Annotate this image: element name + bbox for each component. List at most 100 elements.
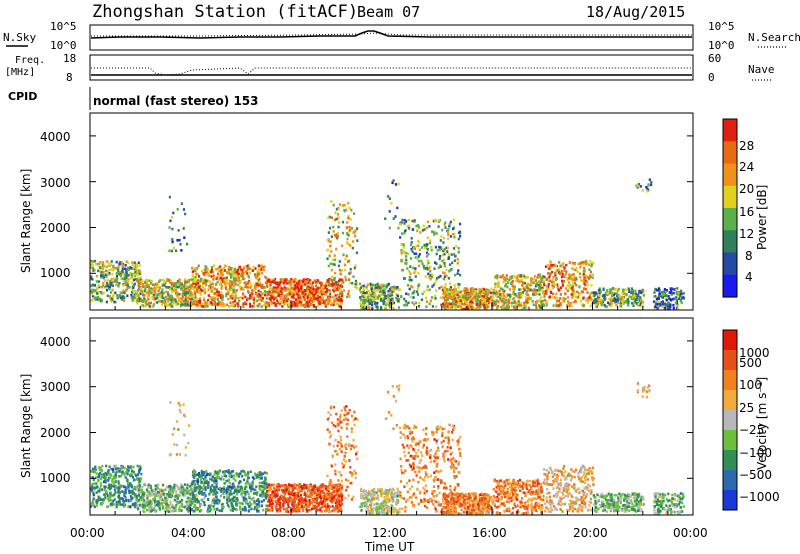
power-cell [381, 297, 385, 300]
power-cell [619, 298, 622, 301]
power-cell [293, 303, 296, 307]
power-cell [664, 297, 667, 300]
power-cell [484, 298, 487, 302]
power-cell [147, 285, 151, 289]
velocity-cell [176, 486, 179, 489]
power-cell [337, 207, 340, 210]
power-cell [477, 306, 480, 310]
power-cell [102, 275, 105, 279]
power-cell [237, 304, 240, 308]
power-cell [170, 283, 174, 287]
power-cell [238, 265, 241, 269]
velocity-cell [198, 509, 202, 513]
power-cell [283, 287, 286, 291]
power-colorbar-segment [723, 252, 737, 276]
power-cell [446, 246, 450, 250]
power-cell [446, 291, 449, 294]
power-cell [234, 297, 237, 300]
velocity-cell [235, 508, 238, 512]
power-cell [263, 285, 266, 289]
power-cell [356, 227, 359, 230]
power-cell [138, 272, 141, 275]
velocity-cell [110, 483, 113, 487]
power-cell [544, 265, 548, 268]
power-cell [184, 212, 187, 216]
power-cell [438, 218, 441, 222]
power-cell [574, 279, 577, 282]
power-cell [674, 301, 677, 305]
velocity-cell [205, 481, 208, 485]
power-cell [335, 207, 338, 211]
power-cell [379, 286, 382, 290]
power-cell [353, 266, 356, 270]
power-cell [351, 240, 355, 243]
power-cell [143, 281, 147, 284]
power-cell [325, 288, 328, 291]
power-cell [196, 288, 199, 291]
power-cell [305, 287, 308, 291]
power-cell [320, 290, 323, 293]
power-cell [302, 292, 305, 296]
power-cell [634, 292, 637, 296]
power-cell [462, 307, 465, 311]
power-cell [584, 263, 587, 266]
power-cell [346, 260, 350, 263]
power-cell [537, 304, 541, 307]
power-cell [631, 289, 634, 292]
velocity-cell [222, 486, 226, 489]
power-cell [504, 278, 507, 282]
power-cell [151, 283, 155, 287]
power-cell [407, 218, 410, 222]
velocity-cell [162, 506, 165, 510]
power-cell [145, 282, 148, 285]
velocity-cell [181, 492, 184, 495]
power-cell [606, 289, 609, 292]
power-cell [526, 276, 529, 279]
velocity-cell [153, 504, 156, 507]
power-cell [506, 281, 510, 284]
power-cell [208, 280, 211, 283]
power-cell [137, 273, 140, 277]
velocity-cell [128, 491, 131, 495]
velocity-cell [193, 483, 196, 486]
velocity-cell [251, 487, 255, 491]
velocity-cell [138, 480, 141, 483]
velocity-cell [196, 501, 199, 504]
power-cell [263, 303, 266, 307]
velocity-cell [125, 487, 128, 490]
power-cell [458, 295, 461, 298]
power-cell [668, 307, 671, 310]
power-cell [465, 294, 468, 298]
power-cell [469, 302, 472, 306]
power-cell [608, 290, 611, 294]
power-cell [137, 294, 140, 297]
power-cell [347, 230, 351, 233]
power-cell [95, 275, 98, 278]
power-cell [379, 299, 382, 302]
power-cell [205, 279, 208, 283]
power-cell [553, 264, 556, 267]
velocity-cell [141, 496, 144, 500]
velocity-cell [131, 490, 134, 493]
power-cell [105, 265, 108, 269]
power-cell [450, 253, 453, 256]
power-cell [384, 217, 387, 220]
velocity-cell [164, 488, 167, 492]
power-cell [334, 271, 337, 275]
power-cell [498, 295, 501, 298]
power-cell [150, 279, 153, 283]
power-cell [110, 263, 113, 266]
power-cell [301, 281, 305, 284]
power-cell [362, 291, 365, 294]
power-cell [198, 283, 202, 287]
power-cell [510, 276, 513, 279]
power-cell [221, 305, 224, 308]
power-cell [434, 297, 437, 300]
power-cell [668, 291, 671, 294]
power-cell [403, 231, 406, 235]
velocity-cell [94, 498, 97, 502]
power-cell [571, 289, 574, 292]
power-cell [541, 303, 544, 306]
power-cell [265, 277, 268, 280]
power-cell [141, 291, 144, 294]
